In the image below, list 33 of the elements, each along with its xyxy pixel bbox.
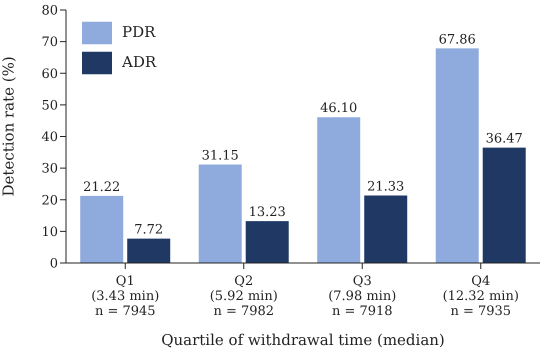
x-tick-label: Q3 (7.98 min) n = 7918 [328, 274, 396, 319]
data-label: 67.86 [438, 32, 476, 48]
bar [364, 196, 408, 263]
data-label: 7.72 [134, 222, 164, 238]
data-label: 36.47 [486, 132, 523, 147]
x-tick-label: Q2 (5.92 min) n = 7982 [210, 274, 278, 319]
data-label: 31.15 [202, 148, 239, 164]
y-tick-label: 80 [41, 4, 58, 19]
bar [80, 196, 124, 263]
bar [436, 48, 479, 263]
legend-label: ADR [122, 53, 156, 72]
data-label: 13.23 [248, 205, 286, 220]
x-tick-label: Q1 (3.43 min) n = 7945 [91, 274, 160, 319]
legend-label: PDR [122, 23, 156, 41]
data-label: 21.33 [367, 180, 404, 195]
bar [246, 221, 289, 263]
data-label: 21.22 [83, 180, 120, 195]
y-tick-label: 40 [41, 130, 58, 146]
bar [198, 164, 242, 263]
x-axis-title: Quartile of withdrawal time (median) [161, 331, 445, 349]
y-tick-label: 30 [41, 162, 58, 177]
data-label: 46.10 [320, 101, 358, 116]
y-tick-label: 10 [41, 224, 58, 240]
bar [127, 238, 170, 263]
y-tick-label: 70 [41, 35, 58, 50]
y-tick-label: 60 [41, 66, 58, 82]
y-tick-label: 20 [41, 193, 58, 208]
bar [317, 117, 360, 263]
y-axis-title: Detection rate (%) [0, 56, 18, 196]
bar [482, 148, 526, 263]
y-tick-label: 0 [50, 256, 58, 272]
x-tick-label: Q4 (12.32 min) n = 7935 [442, 274, 519, 319]
y-tick-label: 50 [41, 98, 58, 114]
